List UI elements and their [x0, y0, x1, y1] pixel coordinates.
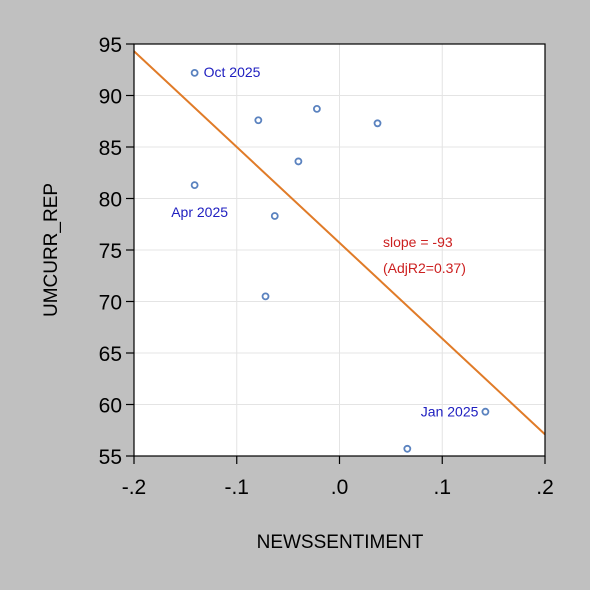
x-axis-ticks: -.2 -.1 .0 .1 .2	[122, 456, 554, 499]
x-tick-label: -.1	[224, 476, 249, 499]
point-label: Apr 2025	[171, 204, 228, 220]
data-point	[403, 444, 412, 453]
y-tick-label: 80	[99, 189, 122, 212]
y-tick-label: 90	[99, 86, 122, 109]
data-point	[481, 407, 490, 416]
point-labels: Oct 2025 Apr 2025 Jan 2025	[171, 64, 478, 420]
data-point	[373, 119, 382, 128]
data-point	[254, 116, 263, 125]
x-axis-title: NEWSSENTIMENT	[257, 532, 424, 553]
y-tick-label: 65	[99, 343, 122, 366]
x-tick-label: .1	[433, 476, 451, 499]
point-label: Oct 2025	[204, 64, 261, 80]
data-point	[190, 68, 199, 77]
y-tick-label: 60	[99, 395, 122, 418]
slope-annotation: slope = -93	[383, 234, 453, 250]
y-tick-label: 85	[99, 137, 122, 160]
y-tick-label: 55	[99, 446, 122, 469]
data-point	[294, 157, 303, 166]
data-point	[190, 181, 199, 190]
x-tick-label: -.2	[122, 476, 147, 499]
adjr2-annotation: (AdjR2=0.37)	[383, 260, 466, 276]
data-point	[312, 104, 321, 113]
y-axis-title: UMCURR_REP	[41, 183, 62, 317]
x-tick-label: .0	[331, 476, 349, 499]
regression-line	[134, 50, 545, 436]
data-point	[270, 212, 279, 220]
y-tick-label: 95	[99, 34, 122, 57]
point-label: Jan 2025	[421, 404, 479, 420]
y-tick-label: 75	[99, 240, 122, 263]
y-tick-label: 70	[99, 292, 122, 315]
data-points	[190, 68, 490, 453]
y-axis-ticks: 55 60 65 70 75 80 85 90 95	[99, 34, 134, 469]
x-tick-label: .2	[536, 476, 554, 499]
fit-line-group	[134, 50, 545, 436]
data-point	[261, 292, 270, 301]
